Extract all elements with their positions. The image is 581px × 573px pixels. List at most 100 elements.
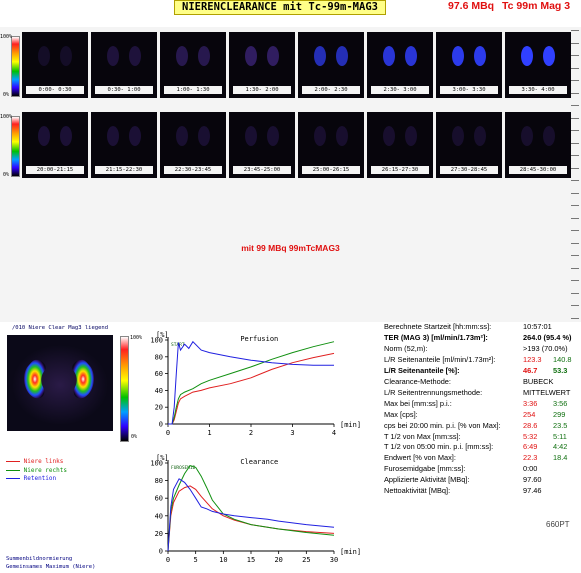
- stat-value-right: 23.5: [553, 420, 568, 430]
- stat-label: L/R Seitentrennungsmethode:: [384, 387, 483, 397]
- frame-time-label: 25:00-26:15: [302, 166, 360, 174]
- ruler-tick: [571, 205, 579, 206]
- ruler-tick: [571, 130, 579, 131]
- scan-frame: 28:45-30:00: [505, 112, 571, 178]
- right-kidney-blob: [405, 126, 417, 146]
- left-kidney-blob: [245, 126, 257, 146]
- right-kidney-blob: [474, 46, 486, 66]
- kidney-frame-graphic: [521, 46, 555, 66]
- series-line-links: [167, 485, 335, 552]
- ruler-tick: [571, 105, 579, 106]
- ruler-tick: [571, 117, 579, 119]
- scan-frame: 1:30- 2:00: [229, 32, 295, 98]
- stat-value-right: 299: [553, 409, 566, 419]
- stat-value-left: 28.6: [523, 420, 538, 430]
- stat-value: 0:00: [523, 464, 538, 474]
- x-tick-label: 0: [166, 429, 170, 437]
- series-line-rechts: [168, 341, 335, 425]
- x-tick-label: 2: [249, 429, 253, 437]
- kidney-frame-graphic: [452, 126, 486, 146]
- x-axis-label: [min]: [340, 421, 361, 429]
- right-kidney-blob: [60, 126, 72, 146]
- summary-kidney-image: [7, 335, 113, 431]
- legend-label-rechts: Niere rechts: [23, 466, 67, 474]
- kidney-frame-graphic: [314, 126, 348, 146]
- kidney-frame-graphic: [314, 46, 348, 66]
- frame-time-label: 1:00- 1:30: [164, 86, 222, 94]
- kidney-frame-graphic: [521, 126, 555, 146]
- stat-label: T 1/2 von Max [mm:ss]:: [384, 431, 461, 441]
- scale-max-row2: 100%: [0, 114, 13, 120]
- scan-frame: 23:45-25:00: [229, 112, 295, 178]
- frame-time-label: 22:30-23:45: [164, 166, 222, 174]
- x-tick-label: 20: [274, 556, 282, 564]
- x-tick-label: 25: [302, 556, 310, 564]
- stat-value-right: 53.3: [553, 365, 568, 375]
- left-kidney-blob: [383, 126, 395, 146]
- y-tick-label: 60: [155, 495, 163, 503]
- clearance-chart: 0 20 40 60 80 100 0 5 10 15 20 25 30 [%] [min] Clearanc…: [150, 454, 361, 564]
- frame-time-label: 27:30-28:45: [440, 166, 498, 174]
- y-tick-label: 40: [155, 512, 163, 520]
- ruler-tick: [571, 192, 579, 194]
- right-kidney-blob: [543, 46, 555, 66]
- scan-frame: 2:00- 2:30: [298, 32, 364, 98]
- right-kidney-blob: [405, 46, 417, 66]
- x-tick-label: 0: [166, 556, 170, 564]
- ruler-tick: [571, 167, 579, 169]
- summary-scale-max: 100%: [130, 335, 143, 341]
- frame-time-label: 3:00- 3:30: [440, 86, 498, 94]
- kidney-frame-graphic: [245, 46, 279, 66]
- x-tick-label: 3: [290, 429, 294, 437]
- scale-min-row1: 0%: [3, 92, 10, 98]
- series-line-rechts: [167, 465, 335, 552]
- right-kidney-blob: [129, 46, 141, 66]
- stat-value-left: 6:49: [523, 442, 538, 452]
- stat-label: T 1/2 von 05:00 min. p.i. [mm:ss]:: [384, 442, 494, 452]
- kidney-frame-graphic: [176, 126, 210, 146]
- right-kidney-blob: [474, 126, 486, 146]
- scan-frame: 1:00- 1:30: [160, 32, 226, 98]
- stat-label: Furosemidgabe [mm:ss]:: [384, 464, 466, 474]
- right-kidney-blob: [129, 126, 141, 146]
- stat-row: T 1/2 von Max [mm:ss]: 5:32 5:11: [384, 432, 572, 443]
- scan-frame: 25:00-26:15: [298, 112, 364, 178]
- y-axis-label: [%]: [156, 454, 169, 462]
- stat-value-right: 18.4: [553, 453, 568, 463]
- stat-value-left: 22.3: [523, 453, 538, 463]
- stat-label: Applizierte Aktivität [MBq]:: [384, 475, 470, 485]
- summary-footer-line1: Summenbildnormierung: [6, 556, 73, 562]
- stat-row: Berechnete Startzeit [hh:mm:ss]: 10:57:01: [384, 322, 572, 333]
- ruler-tick: [571, 142, 579, 144]
- kidney-frame-graphic: [38, 46, 72, 66]
- frame-time-label: 26:15-27:30: [371, 166, 429, 174]
- frame-time-label: 21:15-22:30: [95, 166, 153, 174]
- frame-time-label: 2:00- 2:30: [302, 86, 360, 94]
- curve-legend: Niere links Niere rechts Retention: [6, 458, 67, 484]
- x-tick-label: 5: [194, 556, 198, 564]
- stat-label: Max bei [mm:ss] p.i.:: [384, 398, 452, 408]
- stat-row: Nettoaktivität [MBq]: 97.46: [384, 486, 572, 497]
- scale-min-row2: 0%: [3, 172, 10, 178]
- legend-links: Niere links: [6, 458, 67, 467]
- stat-label: Clearance-Methode:: [384, 376, 451, 386]
- kidney-frame-graphic: [383, 126, 417, 146]
- legend-label-retention: Retention: [23, 475, 57, 482]
- stat-row: Endwert [% von Max]: 22.3 18.4: [384, 453, 572, 464]
- x-tick-label: 30: [330, 556, 338, 564]
- ruler-tick: [571, 155, 579, 156]
- legend-label-links: Niere links: [23, 458, 64, 465]
- stat-value: 97.60: [523, 475, 542, 485]
- left-kidney-blob: [107, 126, 119, 146]
- stat-value: BUBECK: [523, 376, 554, 386]
- y-axis-label: [%]: [156, 331, 169, 339]
- series-line-retention: [168, 340, 334, 425]
- stat-value-right: 4:42: [553, 442, 568, 452]
- stat-row: Applizierte Aktivität [MBq]: 97.60: [384, 475, 572, 486]
- ruler-tick: [571, 305, 579, 306]
- stat-value-left: 3:36: [523, 398, 538, 408]
- stat-value-right: 5:11: [553, 431, 567, 441]
- y-tick-label: 20: [155, 530, 163, 538]
- scan-frame: 22:30-23:45: [160, 112, 226, 178]
- stat-value-right: 140.8: [553, 354, 572, 364]
